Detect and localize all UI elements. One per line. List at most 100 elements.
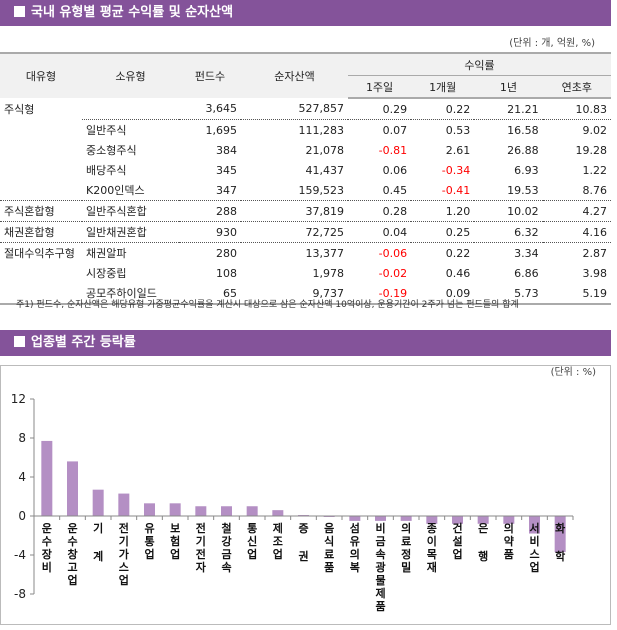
cell-minor: 공모주하이일드 <box>82 283 179 305</box>
bar-서비스업 <box>529 516 540 534</box>
col-1w: 1주일 <box>348 75 412 99</box>
cell-assets: 159,523 <box>298 183 345 197</box>
unit-label: (단위 : 개, 억원, %) <box>509 38 595 49</box>
bar-종이목재 <box>426 516 438 524</box>
cell-w1: 0.29 <box>382 102 408 116</box>
cell-assets: 1,978 <box>312 266 345 280</box>
cell-ytd: 1.22 <box>582 163 608 177</box>
cell-assets: 37,819 <box>241 200 348 222</box>
cell-funds: 3,645 <box>205 102 238 115</box>
cell-w1: 0.04 <box>348 221 412 243</box>
bar-제조업 <box>272 510 284 516</box>
cell-ytd: 19.28 <box>575 143 608 157</box>
bar-기계 <box>92 489 104 516</box>
cell-minor <box>82 98 179 120</box>
cell-w1: 0.28 <box>348 200 412 222</box>
cell-y1: 6.93 <box>514 163 539 177</box>
col-ytd: 연초후 <box>542 75 611 99</box>
y-tick-label: -8 <box>14 587 26 601</box>
y-tick-label: 8 <box>18 431 26 445</box>
table-row: 주식혼합형 일반주식혼합 288 37,819 0.28 1.20 10.02 4.27 <box>0 200 611 222</box>
cell-minor: 일반채권혼합 <box>82 221 179 243</box>
bar-운수장비 <box>41 440 53 516</box>
cell-ytd: 3.98 <box>582 266 608 280</box>
col-1y: 1년 <box>474 75 543 99</box>
bar-비금속광물제품 <box>375 516 386 521</box>
cell-funds: 347 <box>216 183 237 197</box>
section-header-sector: 업종별 주간 등락률 <box>0 330 611 356</box>
col-1m: 1개월 <box>411 75 475 99</box>
cell-major: 주식형 <box>4 102 35 116</box>
bar-유통업 <box>144 503 155 516</box>
table-row: K200인덱스 347 159,523 0.45 -0.41 19.53 8.76 <box>0 180 611 201</box>
y-tick-label: 12 <box>11 392 26 406</box>
square-icon <box>14 6 25 17</box>
col-funds: 펀드수 <box>179 52 241 98</box>
bar-의약품 <box>503 516 515 524</box>
cell-y1: 19.53 <box>507 183 539 197</box>
cell-minor: 채권알파 <box>82 242 179 263</box>
table-row: 중소형주식 384 21,078 -0.81 2.61 26.88 19.28 <box>0 140 611 160</box>
cell-y1: 5.73 <box>474 283 543 305</box>
bar-보험업 <box>169 503 181 516</box>
cell-y1: 16.58 <box>474 119 543 140</box>
y-tick-label: -4 <box>14 548 26 562</box>
cell-assets: 13,377 <box>241 242 348 263</box>
table-row: 절대수익추구형 채권알파 280 13,377 -0.06 0.22 3.34 2.87 <box>0 242 611 263</box>
bar-철강금속 <box>221 506 232 516</box>
cell-major: 채권혼합형 <box>0 221 82 243</box>
cell-major: 주식혼합형 <box>0 200 82 222</box>
cell-assets: 41,437 <box>305 163 345 177</box>
cell-major: 절대수익추구형 <box>0 242 82 263</box>
cell-minor: K200인덱스 <box>86 184 145 197</box>
bar-의료정밀 <box>400 516 412 521</box>
cell-y1: 10.02 <box>474 200 543 222</box>
cell-assets: 72,725 <box>241 221 348 243</box>
footnote: 주1) 펀드수, 순자산액은 해당유형 가중평균수익률을 계산시 대상으로 삼은… <box>16 300 519 310</box>
cell-m1: 0.22 <box>445 102 471 116</box>
chart-svg: 12 8 4 0 -4 -8 운 수 장 비 운 수 창 고 업 기 계 전 기 가 스 업 유 통 업 보 험 업 전 기 전 자 철 강 금 속 통… <box>11 392 574 613</box>
chart-unit-label: (단위 : %) <box>550 367 596 378</box>
cell-funds: 65 <box>179 283 241 305</box>
col-returns: 수익률 <box>348 52 611 76</box>
cell-ytd: 2.87 <box>542 242 611 263</box>
y-tick-label: 4 <box>18 470 26 484</box>
cell-m1: 0.09 <box>411 283 475 305</box>
cell-w1: -0.02 <box>378 266 408 280</box>
cell-minor: 중소형주식 <box>86 144 137 157</box>
cell-minor: 시장중립 <box>86 267 127 280</box>
cell-w1: -0.19 <box>348 283 412 305</box>
cell-minor: 일반주식 <box>82 119 179 140</box>
bar-운수창고업 <box>67 461 78 516</box>
cell-m1: 1.20 <box>411 200 475 222</box>
cell-funds: 930 <box>179 221 241 243</box>
cell-major <box>0 160 82 180</box>
bar-전기가스업 <box>118 493 130 516</box>
cell-y1: 21.21 <box>507 102 539 116</box>
fund-returns-table: 대유형 소유형 펀드수 순자산액 수익률 1주일 1개월 1년 연초후 주식형 3,645 527… <box>0 52 611 305</box>
bar-섬유의복 <box>349 516 361 521</box>
cell-funds: 108 <box>216 266 237 280</box>
y-tick-label: 0 <box>18 509 26 523</box>
table-row: 시장중립 108 1,978 -0.02 0.46 6.86 3.98 <box>0 263 611 283</box>
cell-m1: -0.41 <box>441 183 471 197</box>
cell-m1: -0.34 <box>441 163 471 177</box>
cell-funds: 384 <box>216 143 237 157</box>
bar-건설업 <box>452 516 463 524</box>
square-icon <box>14 336 25 347</box>
cell-y1: 6.32 <box>474 221 543 243</box>
col-minor: 소유형 <box>82 52 179 98</box>
cell-w1: -0.06 <box>348 242 412 263</box>
